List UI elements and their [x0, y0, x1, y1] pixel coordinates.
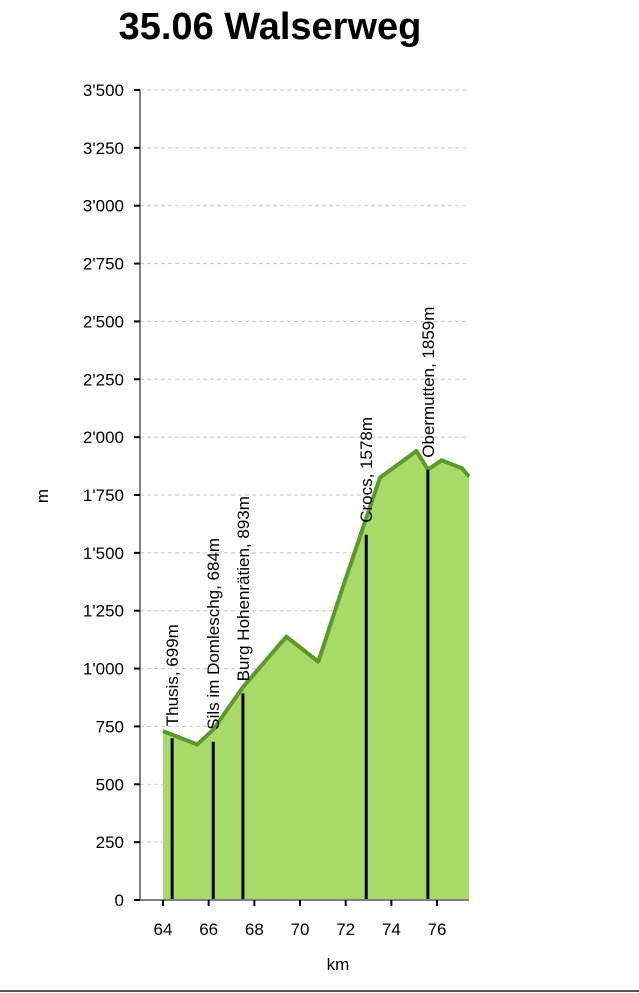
- y-tick-label: 500: [96, 775, 124, 794]
- y-tick-label: 250: [96, 833, 124, 852]
- y-tick-label: 3'250: [83, 139, 124, 158]
- y-tick-label: 3'000: [83, 197, 124, 216]
- y-tick-label: 0: [115, 891, 124, 910]
- y-tick-label: 2'500: [83, 312, 124, 331]
- bottom-border: [0, 990, 639, 992]
- x-axis-title: km: [327, 955, 350, 974]
- elevation-line: [162, 449, 471, 747]
- y-tick-label: 1'250: [83, 602, 124, 621]
- elevation-fill: [163, 451, 469, 900]
- y-tick-label: 2'250: [83, 370, 124, 389]
- station-label: Crocs, 1578m: [357, 417, 376, 523]
- x-tick-label: 68: [245, 920, 264, 939]
- x-tick-label: 74: [382, 920, 401, 939]
- station-label: Sils im Domleschg, 684m: [204, 538, 223, 730]
- y-tick-label: 750: [96, 717, 124, 736]
- y-tick-label: 1'500: [83, 544, 124, 563]
- axes: 0 250 500 750 1'000 1'250 1'500 1'750 2'000 2'250…: [83, 81, 469, 939]
- y-tick-label: 2'750: [83, 255, 124, 274]
- station-labels: Thusis, 699m Sils im Domleschg, 684m Burg …: [163, 307, 438, 730]
- chart-title: 35.06 Walserweg: [118, 6, 422, 48]
- y-tick-label: 1'000: [83, 660, 124, 679]
- y-tick-label: 2'000: [83, 428, 124, 447]
- station-markers: [170, 469, 430, 900]
- x-tick-label: 64: [154, 920, 173, 939]
- x-tick-label: 76: [428, 920, 447, 939]
- station-label: Burg Hohenrätien, 893m: [234, 496, 253, 681]
- y-tick-label: 1'750: [83, 486, 124, 505]
- station-label: Thusis, 699m: [163, 624, 182, 726]
- x-tick-label: 72: [336, 920, 355, 939]
- y-tick-label: 3'500: [83, 81, 124, 100]
- x-tick-label: 70: [291, 920, 310, 939]
- station-label: Obermutten, 1859m: [419, 307, 438, 458]
- x-tick-label: 66: [199, 920, 218, 939]
- elevation-area: [162, 449, 471, 900]
- y-axis-title: m: [33, 489, 52, 503]
